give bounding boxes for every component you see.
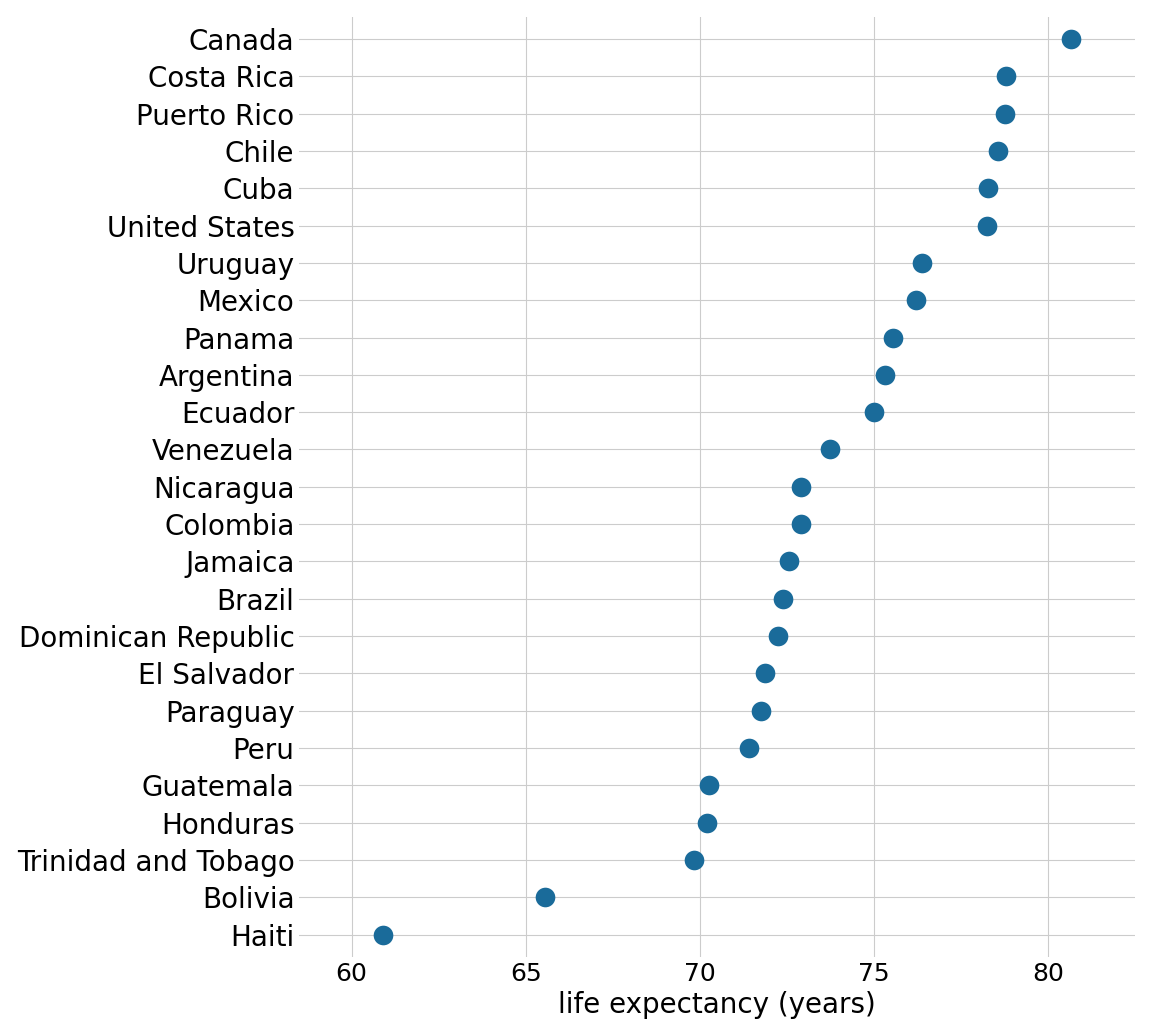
Point <box>768 628 787 644</box>
Point <box>988 143 1007 160</box>
Point <box>865 404 884 421</box>
Point <box>1062 31 1081 48</box>
Point <box>914 255 932 271</box>
Point <box>791 479 810 495</box>
Point <box>876 367 894 383</box>
Point <box>536 889 554 905</box>
Point <box>741 740 759 756</box>
Point <box>774 591 793 607</box>
Point <box>996 68 1015 85</box>
Point <box>884 329 902 346</box>
Point <box>684 852 703 868</box>
Point <box>698 814 717 831</box>
Point <box>699 777 718 794</box>
Point <box>979 180 998 197</box>
Point <box>752 702 771 719</box>
Point <box>791 516 810 533</box>
Point <box>374 926 393 943</box>
Point <box>907 292 925 309</box>
Point <box>978 218 996 234</box>
Point <box>995 106 1014 122</box>
Point <box>780 553 798 570</box>
X-axis label: life expectancy (years): life expectancy (years) <box>559 991 877 1019</box>
Point <box>756 665 774 682</box>
Point <box>821 441 840 458</box>
